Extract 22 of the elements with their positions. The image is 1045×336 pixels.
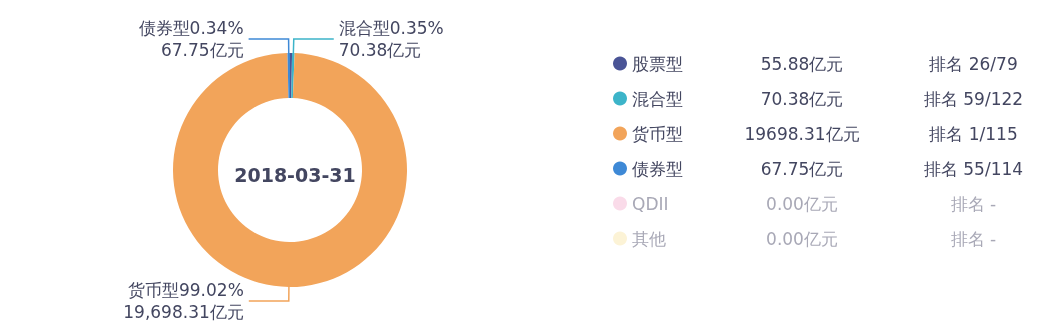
text: 0.00亿元 — [766, 228, 838, 249]
text: 排名 55/114 — [923, 158, 1024, 179]
text: 0.00亿元 — [766, 193, 838, 214]
data-label: 货币型99.02% 19,698.31亿元 — [123, 279, 244, 322]
legend-label: 货币型 — [632, 123, 683, 144]
text: 19698.31亿元 — [744, 123, 860, 144]
legend-label: 股票型 — [632, 53, 683, 74]
text: 排名 26/79 — [929, 53, 1018, 74]
data-label: 债券型0.34% 67.75亿元 — [138, 18, 244, 61]
text: 70.38亿元 — [760, 88, 844, 109]
text: 排名 59/122 — [923, 88, 1024, 109]
text: 排名 1/115 — [929, 123, 1018, 144]
text: 55.88亿元 — [760, 53, 844, 74]
text: 67.75亿元 — [760, 158, 844, 179]
text: 排名 - — [950, 193, 997, 214]
legend-label: 其他 — [632, 228, 666, 249]
legend-label: QDII — [632, 193, 669, 214]
text: 2018-03-31 — [234, 164, 356, 186]
legend-label: 混合型 — [632, 88, 683, 109]
text: 排名 - — [950, 228, 997, 249]
legend-label: 债券型 — [632, 158, 683, 179]
data-label: 混合型0.35% 70.38亿元 — [338, 18, 444, 61]
